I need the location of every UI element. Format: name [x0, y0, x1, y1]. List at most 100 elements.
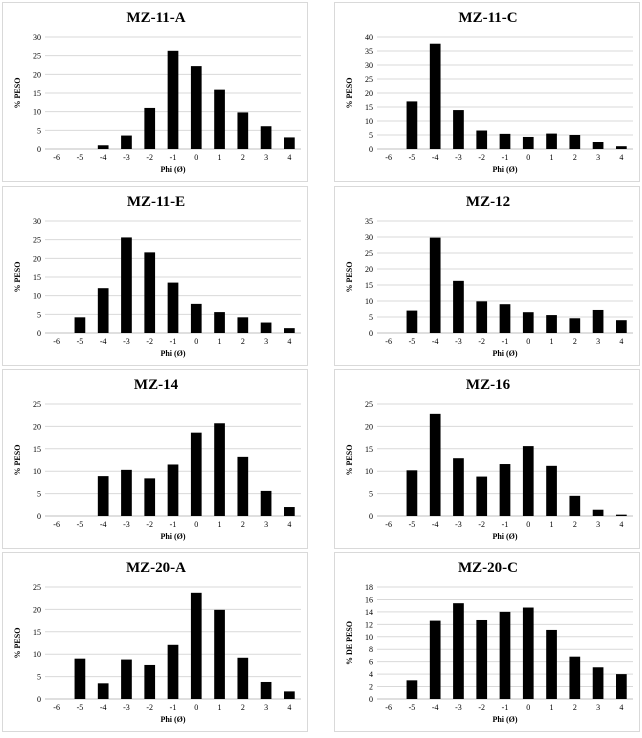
bar-1 — [546, 629, 557, 699]
x-tick-label: 0 — [526, 153, 530, 162]
x-tick-label: 2 — [241, 337, 245, 346]
y-tick-label: 20 — [365, 422, 373, 431]
chart-panel: MZ-12 0 5 10 15 20 25 30 35 -6 -5 -4 -3 -2 -1 0 1 2 3 4 Phi … — [334, 186, 640, 366]
x-tick-label: 4 — [619, 520, 623, 529]
x-tick-label: 4 — [287, 703, 291, 712]
bar--4 — [429, 43, 441, 149]
y-tick-label: 30 — [365, 233, 373, 242]
bar-3 — [260, 681, 272, 699]
bar-0 — [190, 303, 202, 333]
y-tick-label: 20 — [33, 605, 41, 614]
x-tick-label: 2 — [573, 520, 577, 529]
x-tick-label: 4 — [287, 153, 291, 162]
bar--5 — [406, 101, 418, 149]
y-axis-label: % DE PESO — [345, 621, 354, 665]
bar-4 — [284, 137, 295, 149]
x-tick-label: 1 — [550, 337, 554, 346]
x-tick-label: -5 — [409, 153, 416, 162]
y-tick-label: 8 — [369, 645, 373, 654]
bar--2 — [476, 301, 488, 333]
y-tick-label: 5 — [37, 673, 41, 682]
bar--3 — [121, 659, 132, 699]
x-tick-label: 1 — [550, 703, 554, 712]
x-tick-label: -4 — [432, 153, 439, 162]
bar--5 — [406, 310, 418, 333]
x-tick-label: 0 — [526, 337, 530, 346]
y-tick-label: 5 — [369, 490, 373, 499]
x-tick-label: -2 — [478, 520, 485, 529]
bar-2 — [569, 656, 581, 699]
x-axis-label: Phi (Ø) — [160, 715, 185, 724]
x-tick-label: -1 — [170, 153, 177, 162]
bar--1 — [167, 50, 179, 149]
y-tick-label: 0 — [37, 695, 41, 704]
x-tick-label: -3 — [455, 703, 462, 712]
y-tick-label: 0 — [369, 145, 373, 154]
x-tick-label: 1 — [218, 153, 222, 162]
x-tick-label: 0 — [194, 703, 198, 712]
x-tick-label: -5 — [409, 520, 416, 529]
x-tick-label: -6 — [53, 337, 60, 346]
chart-title: MZ-11-E — [127, 194, 185, 210]
x-tick-label: 2 — [241, 703, 245, 712]
bar-4 — [616, 320, 627, 333]
bar-0 — [190, 592, 202, 699]
x-tick-label: 3 — [596, 520, 600, 529]
y-tick-label: 14 — [365, 608, 373, 617]
y-tick-label: 15 — [365, 445, 373, 454]
x-tick-label: 1 — [218, 520, 222, 529]
x-tick-label: 2 — [573, 337, 577, 346]
bar-chart: MZ-14 0 5 10 15 20 25 -6 -5 -4 -3 -2 -1 0 1 2 3 4 Phi (Ø)%… — [13, 377, 301, 541]
x-tick-label: -2 — [146, 153, 153, 162]
bar-2 — [569, 495, 581, 516]
y-tick-label: 12 — [365, 620, 373, 629]
x-tick-label: -6 — [385, 520, 392, 529]
y-tick-label: 25 — [33, 400, 41, 409]
bar--4 — [429, 620, 441, 699]
bar--1 — [499, 464, 511, 516]
x-tick-label: -3 — [123, 337, 130, 346]
x-tick-label: 2 — [573, 153, 577, 162]
x-tick-label: -2 — [146, 703, 153, 712]
x-tick-label: -5 — [77, 520, 84, 529]
y-tick-label: 4 — [369, 670, 373, 679]
x-tick-label: -1 — [502, 520, 509, 529]
x-tick-label: 0 — [194, 153, 198, 162]
x-tick-label: 2 — [241, 520, 245, 529]
x-axis-label: Phi (Ø) — [492, 349, 517, 358]
x-tick-label: 4 — [287, 337, 291, 346]
bar--2 — [144, 252, 156, 333]
x-tick-label: -3 — [455, 520, 462, 529]
x-tick-label: -6 — [53, 153, 60, 162]
y-tick-label: 15 — [33, 445, 41, 454]
y-tick-label: 0 — [37, 512, 41, 521]
y-tick-label: 35 — [365, 217, 373, 226]
x-tick-label: 0 — [526, 703, 530, 712]
bar-3 — [592, 309, 604, 333]
x-tick-label: -6 — [53, 703, 60, 712]
bar--5 — [74, 658, 86, 699]
x-tick-label: 0 — [194, 337, 198, 346]
bar-4 — [616, 674, 627, 699]
y-tick-label: 5 — [369, 313, 373, 322]
x-tick-label: -3 — [123, 703, 130, 712]
x-tick-label: -4 — [100, 337, 107, 346]
x-tick-label: 3 — [264, 703, 268, 712]
x-axis-label: Phi (Ø) — [160, 349, 185, 358]
x-tick-label: 2 — [573, 703, 577, 712]
bar--3 — [453, 110, 464, 149]
chart-title: MZ-16 — [466, 377, 511, 393]
bar-3 — [592, 667, 604, 699]
x-tick-label: -6 — [385, 703, 392, 712]
bar--3 — [121, 237, 132, 333]
x-tick-label: -3 — [123, 153, 130, 162]
y-tick-label: 0 — [369, 512, 373, 521]
bar--4 — [97, 476, 109, 516]
bar-1 — [546, 315, 557, 333]
y-tick-label: 25 — [365, 400, 373, 409]
bar--2 — [144, 478, 156, 516]
chart-title: MZ-11-C — [458, 10, 517, 26]
bar--1 — [167, 282, 179, 333]
